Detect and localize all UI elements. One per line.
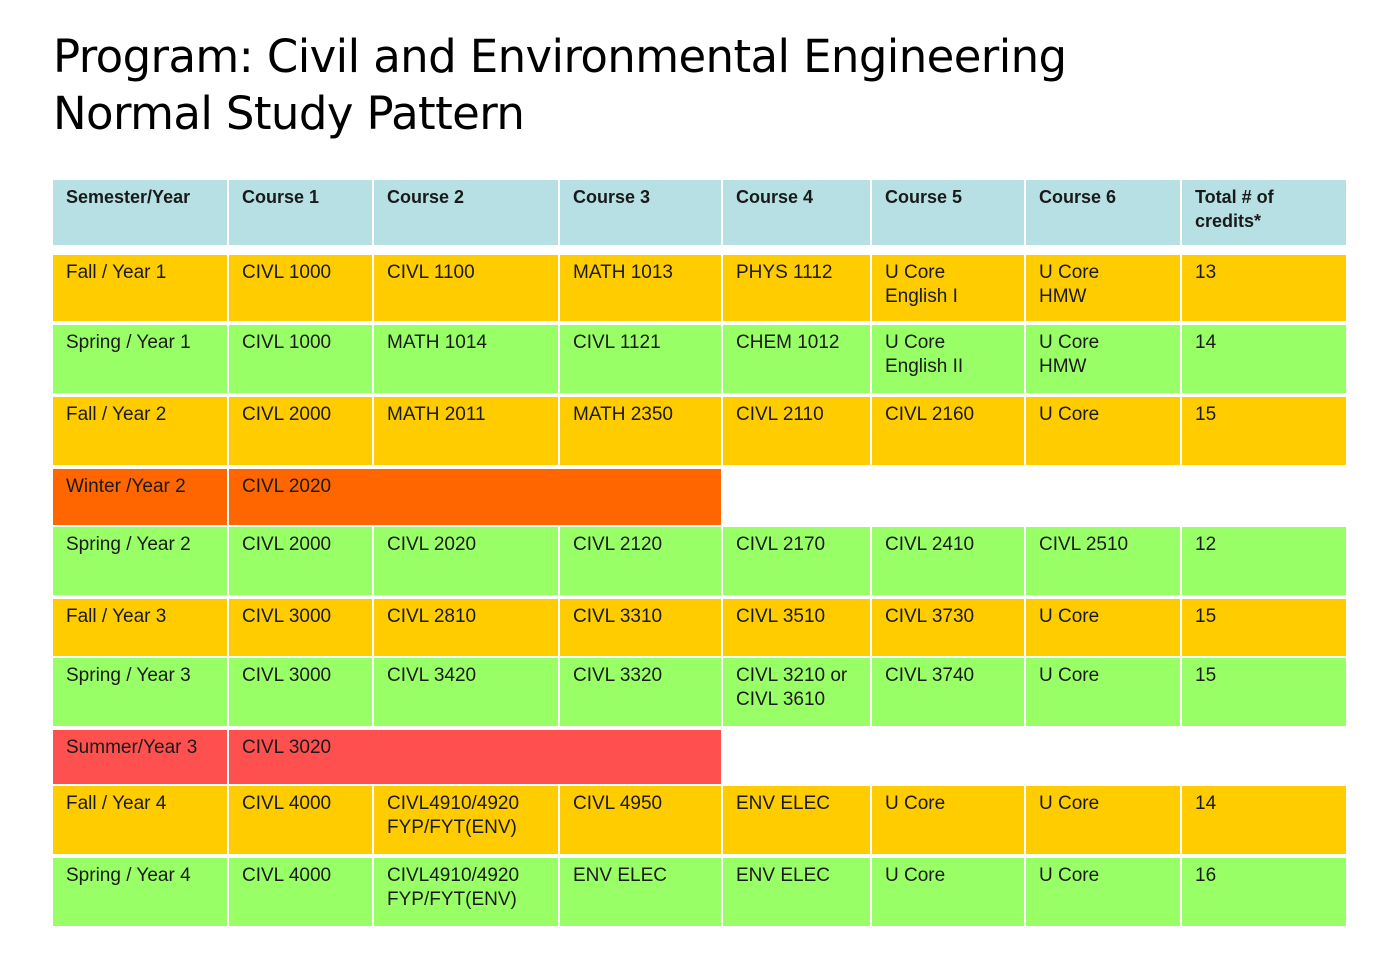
course-cell: ENV ELEC: [723, 858, 870, 926]
page-title: Program: Civil and Environmental Enginee…: [53, 28, 1067, 142]
course-cell: U Core: [1026, 858, 1180, 926]
merged-course-cell: CIVL 2020: [229, 469, 721, 525]
course-cell: CIVL 2020: [374, 527, 558, 595]
table-header-cell: Course 6: [1026, 180, 1180, 245]
table-header-cell: Semester/Year: [53, 180, 227, 245]
course-cell: MATH 1013: [560, 255, 721, 321]
course-cell: CIVL 2120: [560, 527, 721, 595]
credits-cell: 14: [1182, 786, 1346, 854]
semester-cell: Fall / Year 2: [53, 397, 227, 465]
course-cell: CIVL 3740: [872, 658, 1024, 726]
course-cell: CIVL 2110: [723, 397, 870, 465]
course-cell: CIVL4910/4920 FYP/FYT(ENV): [374, 786, 558, 854]
course-cell: U Core English I: [872, 255, 1024, 321]
table-header-cell: Total # of credits*: [1182, 180, 1346, 245]
semester-cell: Winter /Year 2: [53, 469, 227, 525]
course-cell: CIVL 4950: [560, 786, 721, 854]
merged-course-cell: CIVL 3020: [229, 730, 721, 784]
study-pattern-table: Semester/Year Course 1 Course 2 Course 3 Cou…: [53, 180, 1346, 926]
course-cell: U Core English II: [872, 325, 1024, 393]
title-line-program: Program: Civil and Environmental Enginee…: [53, 30, 1067, 83]
course-cell: CIVL 3310: [560, 599, 721, 656]
course-cell: CIVL 1121: [560, 325, 721, 393]
course-cell: MATH 2350: [560, 397, 721, 465]
credits-cell: 14: [1182, 325, 1346, 393]
course-cell: MATH 2011: [374, 397, 558, 465]
course-cell: CIVL 4000: [229, 786, 372, 854]
course-cell: U Core HMW: [1026, 255, 1180, 321]
semester-cell: Summer/Year 3: [53, 730, 227, 784]
credits-cell: 12: [1182, 527, 1346, 595]
credits-cell: 15: [1182, 397, 1346, 465]
course-cell: U Core: [872, 858, 1024, 926]
course-cell: CIVL4910/4920 FYP/FYT(ENV): [374, 858, 558, 926]
course-cell: U Core: [1026, 397, 1180, 465]
course-cell: CIVL 3210 or CIVL 3610: [723, 658, 870, 726]
course-cell: U Core: [1026, 599, 1180, 656]
course-cell: CHEM 1012: [723, 325, 870, 393]
course-cell: U Core: [1026, 658, 1180, 726]
course-cell: CIVL 2000: [229, 527, 372, 595]
course-cell: ENV ELEC: [560, 858, 721, 926]
semester-cell: Spring / Year 1: [53, 325, 227, 393]
table-header-cell: Course 4: [723, 180, 870, 245]
course-cell: CIVL 3730: [872, 599, 1024, 656]
semester-cell: Spring / Year 4: [53, 858, 227, 926]
credits-cell: 13: [1182, 255, 1346, 321]
course-cell: CIVL 2000: [229, 397, 372, 465]
course-cell: CIVL 1100: [374, 255, 558, 321]
course-cell: CIVL 2510: [1026, 527, 1180, 595]
course-cell: CIVL 3420: [374, 658, 558, 726]
course-cell: U Core: [1026, 786, 1180, 854]
course-cell: CIVL 4000: [229, 858, 372, 926]
course-cell: CIVL 3510: [723, 599, 870, 656]
course-cell: CIVL 3000: [229, 599, 372, 656]
table-header-cell: Course 5: [872, 180, 1024, 245]
credits-cell: 15: [1182, 658, 1346, 726]
course-cell: CIVL 1000: [229, 255, 372, 321]
semester-cell: Spring / Year 2: [53, 527, 227, 595]
semester-cell: Fall / Year 4: [53, 786, 227, 854]
course-cell: CIVL 1000: [229, 325, 372, 393]
course-cell: CIVL 3000: [229, 658, 372, 726]
credits-cell: 15: [1182, 599, 1346, 656]
course-cell: PHYS 1112: [723, 255, 870, 321]
semester-cell: Spring / Year 3: [53, 658, 227, 726]
course-cell: MATH 1014: [374, 325, 558, 393]
course-cell: ENV ELEC: [723, 786, 870, 854]
course-cell: CIVL 2170: [723, 527, 870, 595]
course-cell: CIVL 2810: [374, 599, 558, 656]
table-header-cell: Course 1: [229, 180, 372, 245]
table-header-cell: Course 3: [560, 180, 721, 245]
semester-cell: Fall / Year 1: [53, 255, 227, 321]
course-cell: CIVL 2410: [872, 527, 1024, 595]
table-header-cell: Course 2: [374, 180, 558, 245]
course-cell: CIVL 3320: [560, 658, 721, 726]
semester-cell: Fall / Year 3: [53, 599, 227, 656]
course-cell: U Core: [872, 786, 1024, 854]
credits-cell: 16: [1182, 858, 1346, 926]
title-line-pattern: Normal Study Pattern: [53, 87, 525, 140]
course-cell: U Core HMW: [1026, 325, 1180, 393]
course-cell: CIVL 2160: [872, 397, 1024, 465]
